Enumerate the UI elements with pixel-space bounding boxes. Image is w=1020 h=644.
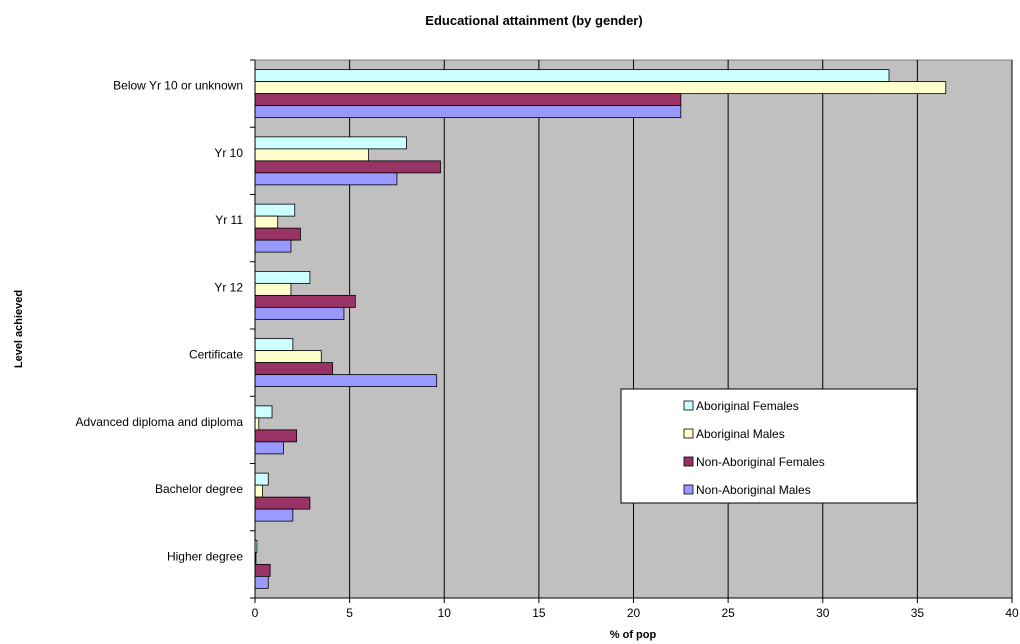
bar [254,172,398,186]
bar [254,441,284,455]
y-tick-label: Certificate [189,348,243,362]
bar [254,575,269,589]
x-tick-label: 5 [346,606,353,620]
y-tick-label: Yr 10 [214,146,243,160]
bar [254,239,292,253]
bar [254,270,311,284]
y-tick-label: Yr 11 [215,213,243,227]
bar [254,203,296,217]
bars [254,69,947,589]
bar [254,215,279,229]
bar [254,105,682,119]
legend-swatch [683,428,694,439]
bar [254,374,438,388]
legend-entry: Non-Aboriginal Males [696,483,811,497]
x-ticks: 0 5 10 15 20 25 30 35 40 [252,598,1019,620]
x-tick-label: 0 [252,606,259,620]
bar [254,350,322,364]
bar [254,294,356,308]
bar [254,338,294,352]
bar [254,81,947,95]
y-tick-label: Advanced diploma and diploma [76,415,244,429]
y-axis-title: Level achieved [13,290,25,368]
x-tick-label: 35 [911,606,925,620]
legend-swatch [683,456,694,467]
bar [254,227,301,241]
bar [254,93,682,107]
y-tick-label: Below Yr 10 or unknown [113,79,243,93]
legend-swatch [683,400,694,411]
x-tick-label: 30 [816,606,830,620]
bar [254,362,333,376]
y-ticks: Below Yr 10 or unknown Yr 10 Yr 11 Yr 12 Cer… [76,59,255,599]
bar [254,563,271,577]
x-tick-label: 20 [627,606,641,620]
x-tick-label: 10 [438,606,452,620]
legend: Aboriginal Females Aboriginal Males Non-Ab… [620,388,918,504]
chart-title: Educational attainment (by gender) [425,13,642,28]
legend-box [620,388,918,504]
x-tick-label: 40 [1005,606,1019,620]
bar [254,282,292,296]
bar [254,69,890,83]
bar [254,405,273,419]
y-tick-label: Yr 12 [214,280,243,294]
x-tick-label: 15 [532,606,546,620]
legend-entry: Aboriginal Males [696,427,785,441]
bar [254,148,369,162]
bar [254,484,263,498]
bar [254,496,311,510]
bar [254,136,407,150]
legend-entry: Aboriginal Females [696,399,799,413]
bar [254,508,294,522]
legend-entry: Non-Aboriginal Females [696,455,825,469]
bar [254,160,441,174]
y-tick-label: Bachelor degree [155,482,243,496]
x-tick-label: 25 [721,606,735,620]
legend-swatch [683,484,694,495]
x-axis-title: % of pop [610,629,657,641]
bar [254,417,260,431]
y-tick-label: Higher degree [167,549,243,563]
bar [254,472,269,486]
bar [254,306,345,320]
bar [254,429,298,443]
